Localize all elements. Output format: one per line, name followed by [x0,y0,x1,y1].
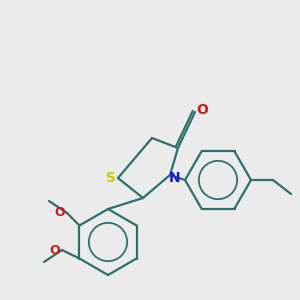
Text: O: O [55,206,65,218]
Text: N: N [169,171,181,185]
Text: O: O [196,103,208,117]
Text: S: S [106,171,116,185]
Text: O: O [50,244,60,256]
